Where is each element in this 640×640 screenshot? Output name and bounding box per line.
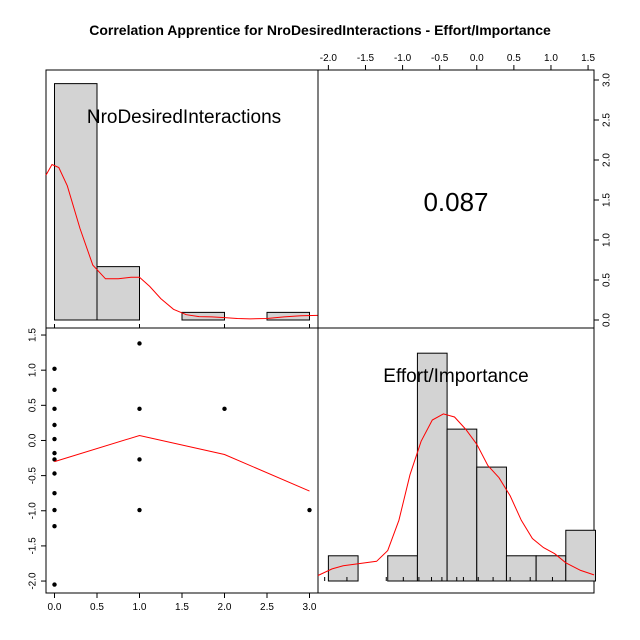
x-axis-bottom-tick-label: 0.0 <box>48 602 62 613</box>
hist-bar-var2 <box>505 555 537 582</box>
panel-frame-bottom-right <box>317 327 595 594</box>
x-axis-top-tick-label: 1.5 <box>581 53 595 64</box>
x-axis-bottom-tick-label: 2.0 <box>218 602 232 613</box>
scatter-point <box>52 406 57 412</box>
scatter-point <box>52 471 57 476</box>
hist-bar-var2 <box>476 466 507 582</box>
y-axis-left-tick-label: 1.5 <box>28 328 39 342</box>
y-axis-left-tick-label: 0.0 <box>28 433 39 447</box>
y-axis-right-tick-label: 2.0 <box>602 153 613 167</box>
hist-bar-var2 <box>446 428 478 582</box>
density-curve-var1 <box>45 163 319 320</box>
y-axis-left: -2.0 -1.5 -1.0 -0.5 0.0 0.5 1.0 1.5 <box>28 328 47 590</box>
correlation-value: 0.087 <box>423 187 488 217</box>
x-axis-top-tick-label: -1.0 <box>394 53 412 64</box>
scatter-point <box>52 450 57 456</box>
chart-title: Correlation Apprentice for NroDesiredInt… <box>89 22 551 38</box>
hist-bar-var2 <box>416 352 448 582</box>
y-axis-right-tick-label: 3.0 <box>602 73 613 87</box>
x-axis-bottom-tick-label: 1.5 <box>175 602 189 613</box>
x-axis-top-tick-label: 0.0 <box>470 53 484 64</box>
hist-bar-var1 <box>54 83 98 321</box>
panel-scatter <box>45 327 319 594</box>
scatter-point <box>52 507 57 513</box>
scatter-point <box>52 436 57 442</box>
y-axis-left-tick-label: -2.0 <box>28 572 39 590</box>
x-axis-top-tick-label: 1.0 <box>544 53 558 64</box>
y-axis-right-tick-label: 0.0 <box>602 313 613 327</box>
panel-correlation: 0.087 <box>317 69 595 329</box>
x-axis-bottom-tick-label: 3.0 <box>303 602 317 613</box>
x-axis-bottom-tick-label: 2.5 <box>260 602 274 613</box>
x-axis-top-tick-label: 0.5 <box>507 53 521 64</box>
x-axis-top: -2.0 -1.5 -1.0 -0.5 0.0 0.5 1.0 1.5 <box>320 53 595 71</box>
scatter-point <box>52 490 57 496</box>
x-axis-top-tick-label: -0.5 <box>431 53 449 64</box>
variable-label-var2: Effort/Importance <box>383 366 528 387</box>
scatter-point <box>137 457 142 462</box>
scatter-point <box>222 406 227 412</box>
y-axis-left-tick-label: 1.0 <box>28 363 39 377</box>
hist-bar-var2 <box>565 529 596 582</box>
x-axis-bottom: 0.0 0.5 1.0 1.5 2.0 2.5 3.0 <box>48 592 317 613</box>
scatter-point <box>137 507 142 513</box>
y-axis-left-tick-label: 0.5 <box>28 398 39 412</box>
hist-bar-var2 <box>327 555 359 582</box>
scatter-point <box>52 582 57 587</box>
y-axis-left-tick-label: -1.5 <box>28 537 39 555</box>
y-axis-right-tick-label: 2.5 <box>602 113 613 127</box>
scatter-point <box>52 524 57 529</box>
scatter-point <box>52 422 57 428</box>
y-axis-left-tick-label: -0.5 <box>28 467 39 485</box>
x-axis-bottom-tick-label: 0.5 <box>90 602 104 613</box>
scatter-point <box>52 457 57 462</box>
scatter-point <box>137 341 142 346</box>
variable-label-var1: NroDesiredInteractions <box>87 107 281 128</box>
scatter-point <box>52 366 57 371</box>
x-axis-top-tick-label: -1.5 <box>357 53 375 64</box>
hist-bar-var2 <box>387 555 418 582</box>
hist-bar-var1 <box>96 266 140 321</box>
scatter-point <box>137 406 142 412</box>
density-curve-var2 <box>317 413 595 576</box>
panel-hist-var2: Effort/Importance <box>317 327 596 594</box>
hist-bar-var1 <box>181 311 225 321</box>
y-axis-right: 0.0 0.5 1.0 1.5 2.0 2.5 3.0 <box>593 73 613 327</box>
smooth-line <box>54 434 310 492</box>
x-axis-top-tick-label: -2.0 <box>320 53 338 64</box>
panel-hist-var1: NroDesiredInteractions <box>45 69 319 329</box>
x-axis-bottom-tick-label: 1.0 <box>133 602 147 613</box>
y-axis-left-tick-label: -1.0 <box>28 502 39 520</box>
panel-frame-bottom-left <box>45 327 319 594</box>
scatter-point <box>307 507 312 513</box>
y-axis-right-tick-label: 1.0 <box>602 233 613 247</box>
y-axis-right-tick-label: 0.5 <box>602 273 613 287</box>
y-axis-right-tick-label: 1.5 <box>602 193 613 207</box>
scatter-point <box>52 387 57 393</box>
